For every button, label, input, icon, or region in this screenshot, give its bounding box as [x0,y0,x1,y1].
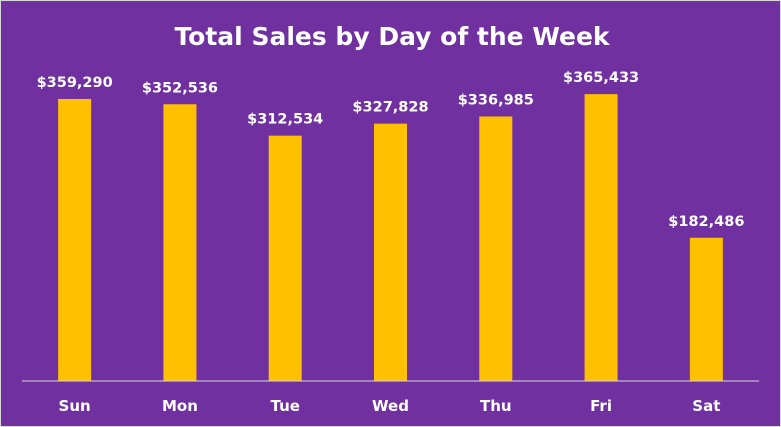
bar-wed [374,123,407,381]
bar-tue [268,135,302,381]
data-labels-group: $359,290 $352,536 $312,534 $327,828 $336,985… [37,70,745,230]
x-tick-label-tue: Tue [270,397,299,415]
data-label-mon: $352,536 [142,80,218,96]
chart-title: Total Sales by Day of the Week [174,22,610,51]
bars-group [58,94,723,382]
data-label-sun: $359,290 [37,75,113,91]
x-tick-labels-group: Sun Mon Tue Wed Thu Fri Sat [59,397,721,415]
x-tick-label-mon: Mon [162,397,198,415]
bar-mon [163,104,197,381]
bar-sun [58,98,92,382]
data-label-thu: $336,985 [458,92,534,108]
x-tick-label-sat: Sat [692,397,720,415]
data-label-wed: $327,828 [352,100,428,116]
x-tick-label-wed: Wed [372,397,409,415]
x-tick-label-fri: Fri [590,397,612,415]
bar-fri [584,94,618,381]
x-tick-label-thu: Thu [480,397,512,415]
bar-thu [479,116,513,381]
data-label-tue: $312,534 [247,112,323,128]
data-label-sat: $182,486 [668,214,744,230]
bar-sat [689,237,723,381]
data-label-fri: $365,433 [563,70,639,86]
x-tick-label-sun: Sun [59,397,91,415]
